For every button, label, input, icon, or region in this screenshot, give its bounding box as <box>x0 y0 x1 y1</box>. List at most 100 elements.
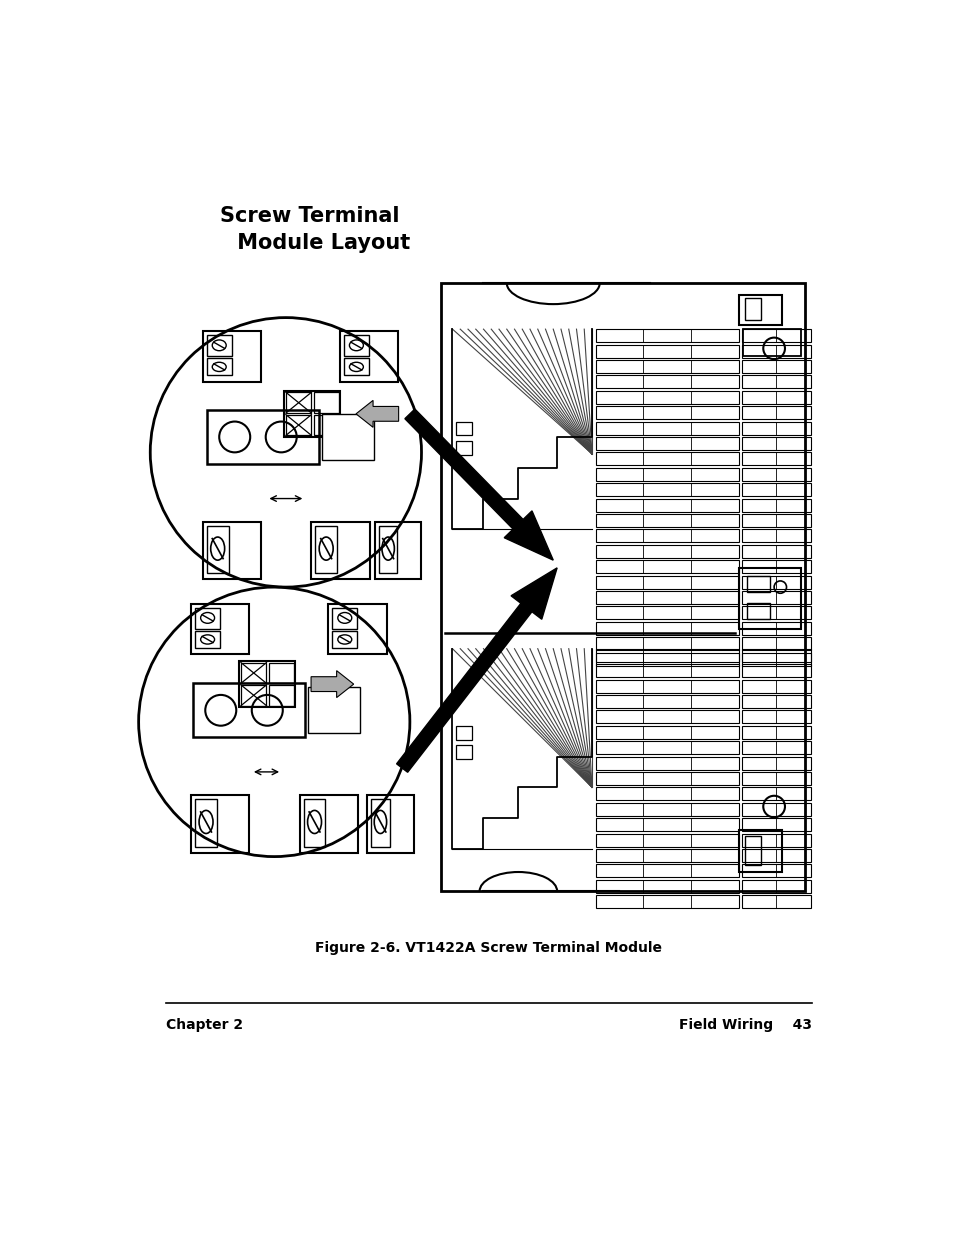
Bar <box>596 530 739 542</box>
Bar <box>740 437 810 450</box>
Bar <box>596 772 739 785</box>
Bar <box>315 526 336 573</box>
Bar <box>596 648 739 662</box>
Bar <box>740 375 810 389</box>
Bar <box>740 530 810 542</box>
Bar <box>596 864 739 877</box>
Bar <box>284 390 340 437</box>
Bar <box>596 468 739 480</box>
Bar <box>740 803 810 816</box>
Bar <box>740 637 810 651</box>
Bar <box>596 726 739 739</box>
Bar <box>740 652 810 666</box>
Bar <box>740 679 810 693</box>
Bar <box>314 415 339 436</box>
Bar <box>740 787 810 800</box>
Bar <box>596 576 739 589</box>
Bar <box>321 414 374 461</box>
Bar <box>332 608 356 629</box>
Bar <box>456 421 472 436</box>
Bar <box>332 631 356 648</box>
Bar <box>596 621 739 635</box>
Bar <box>195 799 216 846</box>
Text: Field Wiring    43: Field Wiring 43 <box>679 1019 811 1032</box>
Bar <box>596 345 739 358</box>
Bar <box>371 799 390 846</box>
Bar <box>596 848 739 862</box>
Bar <box>740 345 810 358</box>
Bar <box>740 834 810 846</box>
Bar <box>596 592 739 604</box>
Bar <box>596 637 739 651</box>
Bar <box>239 661 294 708</box>
Bar <box>269 662 294 683</box>
Bar <box>207 410 319 464</box>
Bar <box>740 592 810 604</box>
Bar <box>241 662 266 683</box>
Bar <box>596 359 739 373</box>
Bar <box>596 514 739 527</box>
Bar <box>740 695 810 708</box>
Bar <box>596 437 739 450</box>
Bar <box>739 830 781 872</box>
Text: Screw Terminal: Screw Terminal <box>220 206 399 226</box>
Bar <box>740 757 810 769</box>
Bar <box>192 795 249 852</box>
Bar <box>740 726 810 739</box>
Bar <box>740 741 810 755</box>
Bar <box>740 848 810 862</box>
Bar <box>596 695 739 708</box>
Bar <box>456 745 472 758</box>
Bar <box>596 375 739 389</box>
Bar <box>340 331 397 382</box>
Bar <box>596 879 739 893</box>
Bar <box>596 741 739 755</box>
Bar <box>740 514 810 527</box>
Bar <box>307 687 360 734</box>
Bar <box>596 652 739 666</box>
Bar <box>195 608 220 629</box>
Bar <box>740 895 810 908</box>
Bar <box>596 895 739 908</box>
Bar <box>740 772 810 785</box>
Bar <box>740 606 810 620</box>
Bar <box>207 358 232 375</box>
Bar <box>456 726 472 740</box>
Polygon shape <box>396 568 557 772</box>
Bar <box>740 818 810 831</box>
Bar <box>740 864 810 877</box>
Bar <box>203 521 261 579</box>
Text: Module Layout: Module Layout <box>230 233 410 253</box>
Bar <box>596 545 739 558</box>
Bar <box>456 441 472 454</box>
Bar <box>596 330 739 342</box>
Bar <box>286 415 311 436</box>
FancyArrow shape <box>355 400 398 427</box>
Bar <box>596 834 739 846</box>
Bar <box>596 390 739 404</box>
Bar <box>596 679 739 693</box>
Bar <box>596 818 739 831</box>
Bar <box>596 406 739 419</box>
Bar <box>740 710 810 724</box>
Text: Chapter 2: Chapter 2 <box>166 1019 243 1032</box>
Bar <box>742 330 801 356</box>
Bar <box>740 879 810 893</box>
Bar <box>740 499 810 511</box>
Bar <box>740 648 810 662</box>
Bar <box>195 631 220 648</box>
Bar <box>740 330 810 342</box>
Bar <box>596 803 739 816</box>
Bar <box>596 757 739 769</box>
Bar <box>192 604 249 655</box>
Bar <box>596 499 739 511</box>
Bar <box>740 483 810 496</box>
Bar <box>207 526 229 573</box>
Bar <box>739 568 801 630</box>
Bar <box>378 526 397 573</box>
Bar <box>596 606 739 620</box>
Bar <box>303 799 325 846</box>
Bar <box>740 421 810 435</box>
Bar <box>311 521 369 579</box>
Polygon shape <box>404 409 553 561</box>
